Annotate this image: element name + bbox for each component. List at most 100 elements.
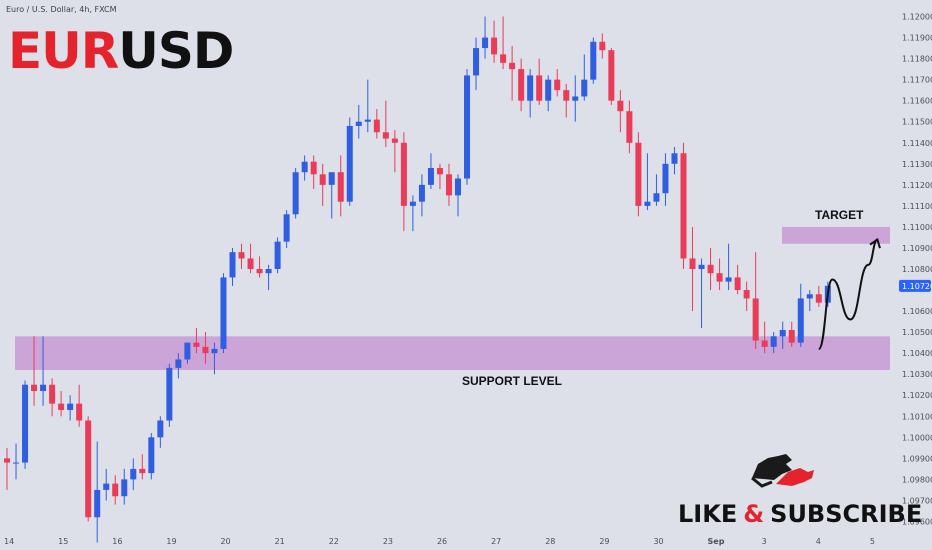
candle[interactable] [770,332,777,354]
candle[interactable] [283,210,290,248]
candle[interactable] [725,243,732,291]
candle[interactable] [292,168,299,219]
candle[interactable] [464,69,471,185]
candle[interactable] [518,58,525,112]
candle[interactable] [85,416,92,522]
candle[interactable] [806,290,813,312]
candle[interactable] [500,16,507,70]
candle[interactable] [121,468,128,505]
candle[interactable] [94,441,101,543]
candle[interactable] [400,132,407,232]
candle[interactable] [67,395,74,421]
candle[interactable] [175,353,182,379]
candle[interactable] [301,155,308,181]
candle[interactable] [473,37,480,91]
candle[interactable] [31,336,38,406]
candle[interactable] [635,132,642,217]
candle[interactable] [563,83,570,118]
candle[interactable] [644,153,651,211]
candle[interactable] [689,226,696,312]
candle[interactable] [337,155,344,217]
candle[interactable] [130,458,137,490]
candle[interactable] [22,380,29,469]
candle[interactable] [112,475,119,505]
candle[interactable] [482,16,489,59]
candle[interactable] [815,285,822,307]
candle[interactable] [734,264,741,295]
candle[interactable] [256,256,263,278]
candle[interactable] [220,273,227,354]
candle[interactable] [76,384,83,427]
candle[interactable] [599,33,606,59]
candle[interactable] [698,258,705,328]
candle[interactable] [572,75,579,122]
candle[interactable] [590,37,597,84]
candle[interactable] [49,378,56,417]
candle[interactable] [779,321,786,349]
candle[interactable] [716,258,723,291]
candle[interactable] [148,433,155,480]
candle[interactable] [617,90,624,133]
candle[interactable] [310,155,317,190]
candle[interactable] [274,237,281,274]
candle[interactable] [436,163,443,190]
candle[interactable] [445,163,452,206]
price-axis[interactable]: 1.12000 1.11900 1.11800 1.11700 1.11600 1.115… [902,13,932,527]
candle-body [40,384,47,392]
candle[interactable] [752,252,759,349]
candle[interactable] [319,163,326,206]
candle[interactable] [238,243,245,269]
candle[interactable] [653,174,660,206]
target-zone[interactable] [782,226,890,244]
support-zone[interactable] [15,336,890,370]
candle[interactable] [788,321,795,347]
candle[interactable] [391,130,398,173]
candle[interactable] [671,146,678,175]
candle[interactable] [581,54,588,101]
candle[interactable] [761,321,768,354]
candle-body [175,359,182,368]
candle[interactable] [4,447,10,490]
candle[interactable] [193,327,200,354]
candle[interactable] [427,153,434,190]
candle[interactable] [166,363,173,427]
candle[interactable] [707,247,714,291]
candle[interactable] [211,342,218,375]
candle[interactable] [139,454,146,480]
candle[interactable] [265,264,272,291]
candle[interactable] [545,75,552,112]
time-axis[interactable]: 14 15 16 19 20 21 22 23 26 27 28 29 30 Sep 3 4 5 [4,537,875,546]
candle[interactable] [491,20,498,63]
candle[interactable] [58,391,65,417]
candle[interactable] [743,281,750,312]
candle[interactable] [680,142,687,269]
candle[interactable] [157,416,164,448]
candle[interactable] [418,174,425,217]
candle[interactable] [103,468,110,501]
like-subscribe-cta[interactable]: LIKE & SUBSCRIBE [678,500,922,528]
candle[interactable] [608,48,615,105]
candle[interactable] [527,69,534,118]
candle[interactable] [455,174,461,217]
candle[interactable] [373,109,380,139]
candle[interactable] [626,100,633,154]
candle[interactable] [409,195,416,232]
candle[interactable] [662,153,669,206]
candle[interactable] [13,443,20,480]
candle[interactable] [40,336,47,406]
candle[interactable] [509,45,516,101]
candle[interactable] [247,243,254,274]
candle[interactable] [554,69,561,97]
candle[interactable] [184,342,191,364]
candle[interactable] [229,247,236,286]
candle[interactable] [797,283,804,347]
candle[interactable] [355,104,362,139]
candle[interactable] [536,58,543,105]
candle[interactable] [364,79,371,133]
candle[interactable] [328,172,335,219]
candle[interactable] [202,332,209,364]
candle[interactable] [346,117,353,206]
candle[interactable] [382,100,389,147]
